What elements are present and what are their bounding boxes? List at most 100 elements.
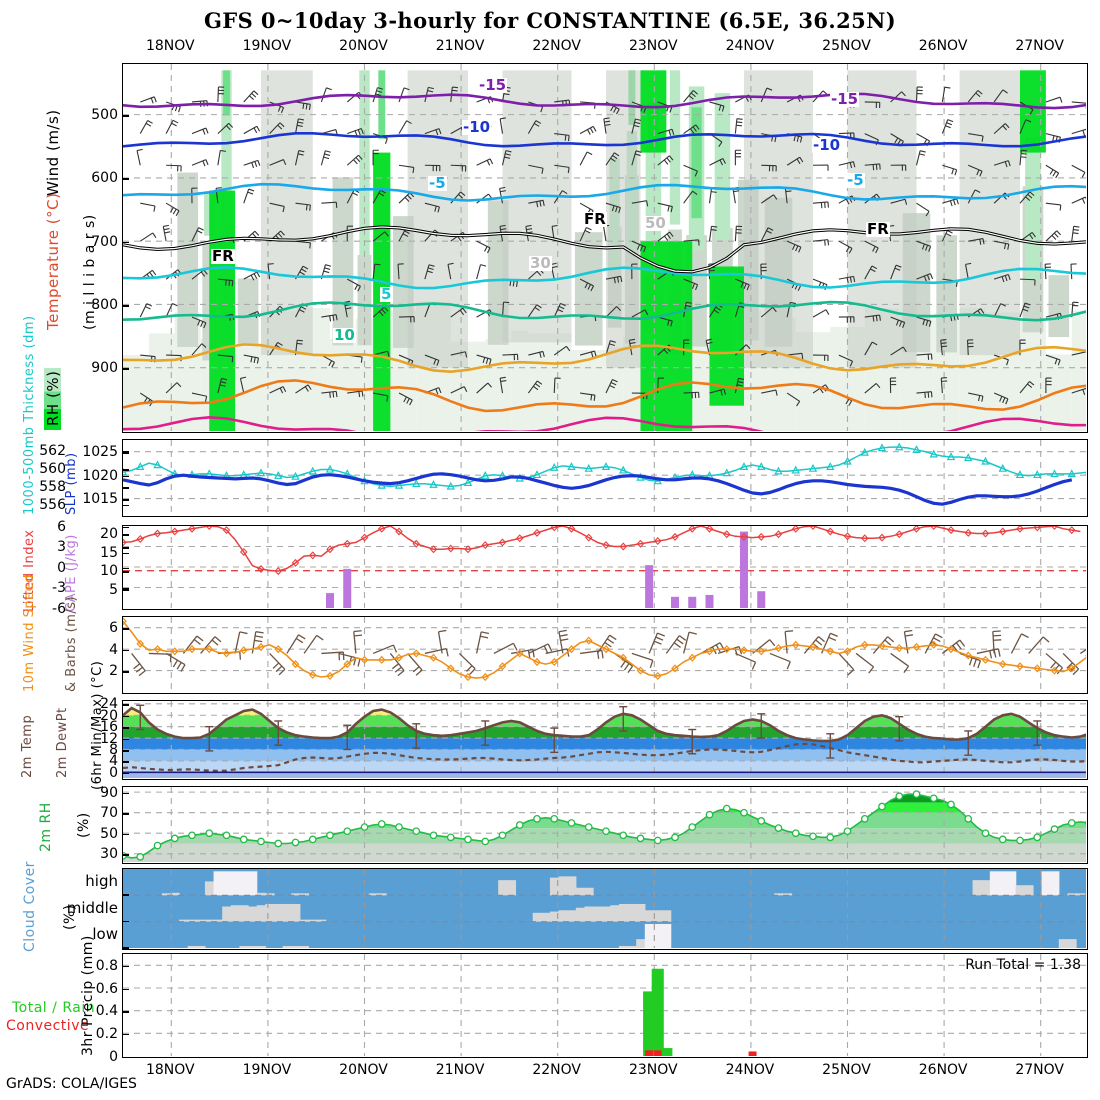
axis-tick-mark <box>122 526 129 529</box>
axis-tick-mark <box>122 547 129 549</box>
temperature-panel[interactable] <box>122 700 1088 780</box>
axis-label-slp: SLP (mb) <box>64 452 79 515</box>
axis-tick-label: 600 <box>91 170 118 187</box>
date-label: 21NOV <box>435 38 485 54</box>
precip-axis: 0 0.2 0.4 0.6 0.8 <box>0 953 129 1065</box>
axis-tick-mark <box>122 761 129 763</box>
axis-tick-label: 15 <box>100 544 118 561</box>
axis-tick-mark <box>122 715 129 718</box>
precipitation-panel[interactable]: Run Total = 1.38 <box>122 953 1088 1058</box>
axis-label-rh2m-unit: (%) <box>76 812 92 838</box>
axis-tick-label: 6 <box>109 620 118 637</box>
date-label: 25NOV <box>822 38 871 54</box>
axis-label-wind: Wind (m/s) <box>44 109 62 196</box>
axis-tick-mark <box>122 571 129 573</box>
axis-tick-label: 0.8 <box>95 957 118 974</box>
cloud-row-labels: high middle low <box>0 868 129 950</box>
axis-label-barbs: & Barbs (m/s) <box>64 595 79 692</box>
contour-label: -10 <box>462 118 492 136</box>
axis-tick-mark <box>122 504 129 507</box>
axis-tick-mark <box>122 452 129 454</box>
axis-tick-mark <box>122 608 129 611</box>
attribution-footer: GrADS: COLA/IGES <box>6 1076 137 1092</box>
axis-tick-label: 1025 <box>82 444 118 461</box>
axis-tick-label: 0.6 <box>95 980 118 997</box>
date-axis-top: 18NOV 19NOV 20NOV 21NOV 22NOV 23NOV 24NOV 25NOV… <box>122 38 1088 56</box>
axis-tick-label: 0.4 <box>95 1003 118 1020</box>
axis-tick-label: 500 <box>91 107 118 124</box>
date-label: 23NOV <box>628 1062 678 1078</box>
axis-tick-mark <box>122 552 129 555</box>
axis-tick-mark <box>122 813 129 815</box>
axis-label-rh-text: RH (%) <box>44 370 62 426</box>
axis-label-rh2m: 2m RH <box>38 802 54 852</box>
axis-tick-mark <box>122 475 129 478</box>
axis-tick-label: 1015 <box>82 491 118 508</box>
date-label: 18NOV <box>145 38 195 54</box>
axis-label-millibars: (m i l l i b a r s) <box>82 214 98 330</box>
axis-tick-label: 8 <box>109 742 118 759</box>
axis-tick-mark <box>122 499 129 501</box>
axis-label-precip-total: Total / Rain <box>12 1000 96 1016</box>
date-label: 19NOV <box>242 38 292 54</box>
axis-label-dewpt2m: 2m DewPt <box>55 707 70 778</box>
axis-tick-label: 10 <box>100 563 118 580</box>
axis-tick-label: 0 <box>57 559 66 576</box>
axis-tick-label: 800 <box>91 297 118 314</box>
axis-tick-mark <box>122 894 129 896</box>
pressure-axis: 500 600 700 800 900 <box>0 63 129 433</box>
axis-tick-mark <box>122 451 129 453</box>
date-label: 23NOV <box>628 38 678 54</box>
date-label: 22NOV <box>532 38 582 54</box>
axis-tick-mark <box>122 305 129 307</box>
date-label: 24NOV <box>725 38 775 54</box>
date-label: 22NOV <box>532 1062 582 1078</box>
axis-tick-label: 700 <box>91 233 118 250</box>
axis-label-temperature: Temperature (°C) <box>44 192 62 330</box>
axis-tick-label: 4 <box>109 641 118 658</box>
axis-tick-mark <box>122 241 129 244</box>
cloud-cover-panel[interactable] <box>122 868 1088 950</box>
axis-tick-mark <box>122 487 129 489</box>
axis-tick-mark <box>122 738 129 741</box>
axis-tick-mark <box>122 628 129 630</box>
axis-tick-label: 5 <box>109 581 118 598</box>
axis-tick-mark <box>122 704 129 706</box>
contour-label: FR <box>866 220 890 238</box>
axis-label-cloudcover: Cloud Cover <box>22 861 38 952</box>
contour-label: FR <box>211 247 235 265</box>
date-label: 25NOV <box>822 1062 871 1078</box>
cape-lifted-index-panel[interactable] <box>122 525 1088 610</box>
contour-label: 5 <box>380 285 393 303</box>
cloud-row-label: low <box>92 924 118 943</box>
axis-label-cloudcover-unit: (%) <box>62 904 78 930</box>
date-label: 27NOV <box>1015 1062 1065 1078</box>
axis-tick-label: 0 <box>109 1048 118 1065</box>
date-axis-bottom: 18NOV 19NOV 20NOV 21NOV 22NOV 23NOV 24NOV 25NOV… <box>122 1062 1088 1080</box>
axis-tick-mark <box>122 772 129 775</box>
axis-tick-label: 3 <box>57 539 66 556</box>
date-label: 26NOV <box>918 38 968 54</box>
axis-tick-label: 90 <box>100 784 118 801</box>
axis-label-thickness: 1000-500mb Thickness (dm) <box>22 315 37 515</box>
contour-label: 10 <box>333 326 356 344</box>
axis-tick-label: 16 <box>100 719 118 736</box>
axis-tick-label: 2 <box>109 663 118 680</box>
contour-label: -5 <box>428 174 447 192</box>
date-label: 18NOV <box>145 1062 195 1078</box>
upper-air-panel[interactable] <box>122 63 1088 433</box>
axis-tick-label: 20 <box>100 707 118 724</box>
axis-tick-label: 30 <box>100 846 118 863</box>
axis-tick-mark <box>122 792 129 795</box>
slp-thickness-panel[interactable] <box>122 439 1088 517</box>
contour-label: -15 <box>478 76 508 94</box>
axis-tick-label: 70 <box>100 805 118 822</box>
axis-tick-mark <box>122 727 129 729</box>
rh2m-panel[interactable] <box>122 786 1088 864</box>
axis-tick-mark <box>122 649 129 652</box>
axis-tick-label: 900 <box>91 360 118 377</box>
contour-label: -15 <box>830 90 860 108</box>
axis-tick-label: -6 <box>52 600 66 617</box>
wind-speed-panel[interactable] <box>122 616 1088 694</box>
axis-tick-mark <box>122 588 129 590</box>
